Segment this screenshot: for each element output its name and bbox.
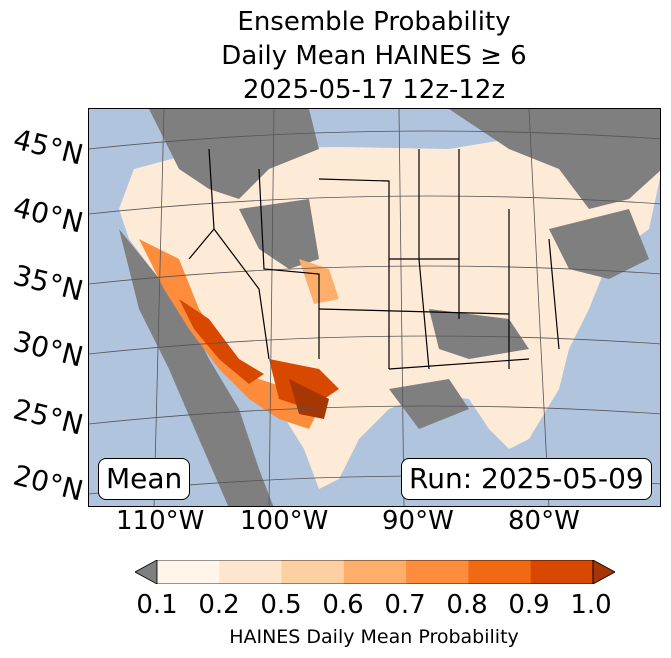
colorbar-label: HAINES Daily Mean Probability (229, 626, 519, 648)
colorbar-tick-3: 0.6 (322, 590, 364, 620)
lat-label-25: 25°N (10, 392, 87, 442)
colorbar-segment (343, 560, 407, 584)
colorbar-tick-1: 0.2 (198, 590, 240, 620)
chart-title-line1: Ensemble Probability (237, 7, 511, 37)
colorbar-segment (281, 560, 345, 584)
lon-label-100: 100°W (240, 506, 329, 536)
lat-label-40: 40°N (10, 190, 87, 240)
lat-label-30: 30°N (10, 324, 87, 374)
colorbar-segment (530, 560, 594, 584)
colorbar-tick-7: 1.0 (570, 590, 612, 620)
colorbar-segment (468, 560, 532, 584)
colorbar-under-arrow (135, 560, 158, 584)
lon-label-80: 80°W (508, 506, 580, 536)
colorbar-frame (156, 560, 594, 584)
chart-title-line2: Daily Mean HAINES ≥ 6 (221, 41, 527, 71)
colorbar-over-arrow (592, 560, 615, 584)
mean-label-box: Mean (98, 458, 191, 500)
probability-map (88, 108, 661, 507)
run-date-box: Run: 2025-05-09 (401, 458, 652, 500)
lat-label-45: 45°N (10, 122, 87, 172)
colorbar (135, 560, 615, 584)
baja-mexico-land (119, 229, 274, 506)
colorbar-segment (219, 560, 283, 584)
lat-label-20: 20°N (10, 458, 87, 508)
colorbar-tick-0: 0.1 (136, 590, 178, 620)
colorbar-tick-4: 0.7 (384, 590, 426, 620)
map-canvas (89, 109, 660, 506)
high-probability-zones (139, 239, 339, 429)
colorbar-tick-5: 0.8 (446, 590, 488, 620)
colorbar-segment (157, 560, 220, 584)
colorbar-tick-2: 0.5 (260, 590, 302, 620)
no-data-regions (149, 109, 660, 429)
chart-title-line3: 2025-05-17 12z-12z (242, 75, 506, 105)
colorbar-tick-6: 0.9 (508, 590, 550, 620)
colorbar-segment (406, 560, 469, 584)
lat-label-35: 35°N (10, 258, 87, 308)
state-boundaries (188, 148, 560, 370)
lon-label-110: 110°W (116, 506, 205, 536)
lon-label-90: 90°W (382, 506, 454, 536)
colorbar-segments (157, 560, 594, 584)
